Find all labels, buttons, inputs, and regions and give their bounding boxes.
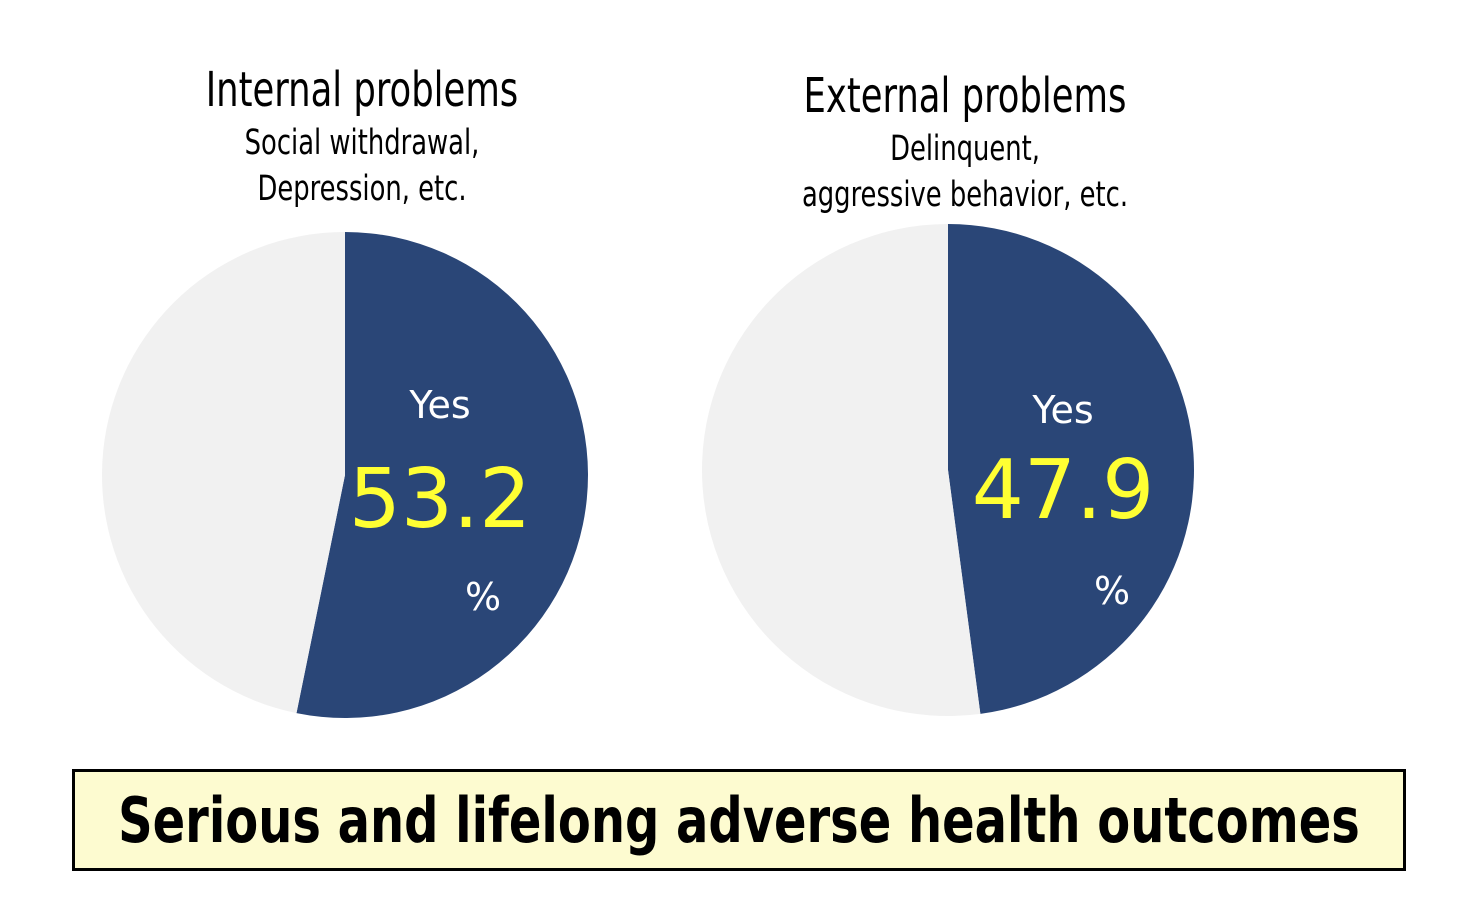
data-label: 47.9 [972,443,1155,538]
pie-slice-yes [296,232,589,719]
chart-subtitle: Social withdrawal, Depression, etc. [244,123,480,209]
chart-title: External problems [803,68,1127,124]
pie-slice-remainder [701,224,981,716]
slice-label: Yes [408,383,470,427]
pie-chart: Yes 53.2% [102,232,589,719]
unit-label: % [1094,569,1130,613]
pie-slice-yes [948,224,1194,714]
banner-text: Serious and lifelong adverse health outc… [118,783,1360,857]
external-problems-chart: External problems Delinquent, aggressive… [700,0,1484,740]
slice-label: Yes [1031,388,1093,432]
chart-title: Internal problems [205,62,519,118]
internal-problems-chart: Internal problems Social withdrawal, Dep… [0,0,700,740]
unit-label: % [465,575,501,619]
pie-chart: Yes 47.9% [701,224,1194,716]
conclusion-banner: Serious and lifelong adverse health outc… [72,769,1406,871]
data-label: 53.2 [349,452,532,547]
pie-slice-remainder [102,232,345,714]
chart-subtitle: Delinquent, aggressive behavior, etc. [801,129,1129,215]
